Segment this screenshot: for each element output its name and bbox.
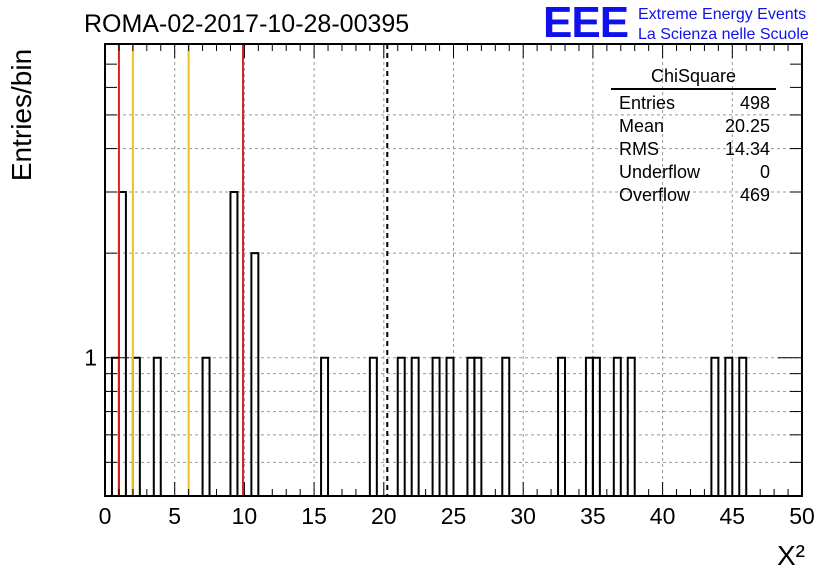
histogram-bin bbox=[368, 356, 378, 496]
histogram-bin bbox=[724, 356, 734, 496]
stats-row: RMS 14.34 bbox=[611, 138, 776, 161]
histogram-bin bbox=[131, 356, 141, 496]
chart-title: ROMA-02-2017-10-28-00395 bbox=[84, 10, 410, 38]
x-tick-label: 15 bbox=[301, 503, 327, 529]
histogram-bin bbox=[626, 356, 636, 496]
histogram-bin bbox=[591, 356, 601, 496]
reference-lines bbox=[117, 44, 389, 496]
stats-row-label: RMS bbox=[619, 139, 659, 159]
x-tick-label: 0 bbox=[99, 503, 112, 529]
histogram-bin bbox=[738, 356, 748, 496]
histogram-bin bbox=[110, 356, 120, 496]
y-tick-label: 1 bbox=[84, 345, 97, 371]
histogram-bin bbox=[410, 356, 420, 496]
stats-row-value: 20.25 bbox=[724, 116, 770, 136]
histogram-bin bbox=[250, 252, 260, 496]
stats-row-value: 14.34 bbox=[724, 139, 770, 159]
x-tick-label: 30 bbox=[510, 503, 536, 529]
stats-row: Entries 498 bbox=[611, 92, 776, 115]
axis-ticks bbox=[104, 43, 803, 496]
x-tick-label: 25 bbox=[441, 503, 467, 529]
x-tick-label: 45 bbox=[720, 503, 746, 529]
histogram-bin bbox=[710, 356, 720, 496]
stats-title: ChiSquare bbox=[611, 66, 776, 90]
histogram-bin bbox=[431, 356, 441, 496]
histogram-bin bbox=[445, 356, 455, 496]
x-tick-labels: 0 5 10 15 20 25 30 35 40 45 50 bbox=[99, 503, 815, 529]
logo-line-1: Extreme Energy Events bbox=[638, 6, 807, 23]
x-tick-label: 50 bbox=[789, 503, 815, 529]
histogram-bin bbox=[557, 356, 567, 496]
y-tick-labels: 1 bbox=[84, 345, 97, 371]
eee-logo: EEE Extreme Energy Events La Scienza nel… bbox=[543, 0, 833, 47]
stats-row: Overflow 469 bbox=[611, 184, 776, 207]
logo-line-2: La Scienza nelle Scuole bbox=[638, 26, 809, 43]
stats-row: Underflow 0 bbox=[611, 161, 776, 184]
x-tick-label: 20 bbox=[371, 503, 397, 529]
histogram-bin bbox=[396, 356, 406, 496]
stats-row-value: 498 bbox=[739, 93, 770, 113]
x-tick-label: 35 bbox=[580, 503, 606, 529]
stats-row-value: 469 bbox=[739, 185, 770, 205]
histogram-bin bbox=[117, 190, 127, 496]
stats-row-label: Underflow bbox=[619, 162, 701, 182]
x-axis-label: X² bbox=[777, 540, 805, 571]
histogram-bin bbox=[612, 356, 622, 496]
histogram-bin bbox=[229, 190, 239, 496]
stats-row-value: 0 bbox=[759, 162, 770, 182]
histogram-bins bbox=[110, 190, 748, 496]
eee-logo-mark: EEE bbox=[543, 0, 629, 47]
x-tick-label: 40 bbox=[650, 503, 676, 529]
stats-row: Mean 20.25 bbox=[611, 115, 776, 138]
histogram-bin bbox=[320, 356, 330, 496]
histogram-bin bbox=[473, 356, 483, 496]
histogram-bin bbox=[584, 356, 594, 496]
histogram-bin bbox=[501, 356, 511, 496]
stats-row-label: Mean bbox=[619, 116, 665, 136]
histogram-bin bbox=[152, 356, 162, 496]
x-tick-label: 10 bbox=[232, 503, 258, 529]
stats-row-label: Overflow bbox=[619, 185, 691, 205]
histogram-bin bbox=[466, 356, 476, 496]
histogram-bin bbox=[201, 356, 211, 496]
x-tick-label: 5 bbox=[168, 503, 181, 529]
stats-box: ChiSquare Entries 498 Mean 20.25 RMS 14.34 Und… bbox=[611, 66, 776, 207]
stats-row-label: Entries bbox=[619, 93, 676, 113]
